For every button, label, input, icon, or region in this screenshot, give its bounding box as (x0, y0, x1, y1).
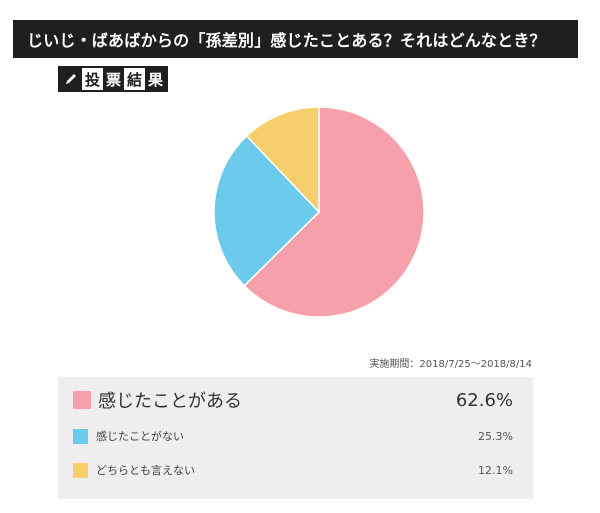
legend-item: 感じたことがない 25.3% (73, 428, 513, 444)
legend-value: 25.3% (478, 429, 513, 443)
vote-result-badge: 投 票 結 果 (58, 66, 168, 92)
page-title-text: じいじ・ばあばからの「孫差別」感じたことある？それはどんなとき？ (27, 31, 546, 50)
survey-period: 実施期間：2018/7/25〜2018/8/14 (369, 359, 532, 370)
badge-char: 票 (103, 68, 124, 90)
legend-value: 62.6% (455, 389, 513, 411)
legend-item: 感じたことがある 62.6% (73, 389, 513, 412)
pie-chart (213, 106, 425, 318)
badge-char: 結 (124, 68, 145, 90)
legend-swatch-pink (73, 391, 91, 409)
legend-item: どちらとも言えない 12.1% (73, 462, 513, 478)
pie-slice (243, 106, 425, 318)
legend-swatch-blue (73, 428, 88, 444)
pie-slice (213, 134, 321, 287)
page-title: じいじ・ばあばからの「孫差別」感じたことある？それはどんなとき？ (13, 20, 578, 58)
legend-swatch-yellow (73, 462, 88, 478)
legend-label: 感じたことがない (96, 430, 184, 443)
legend-value: 12.1% (478, 463, 513, 477)
badge-char: 投 (82, 68, 103, 90)
badge-char: 果 (145, 68, 166, 90)
pencil-icon (60, 68, 82, 90)
legend-label: どちらとも言えない (96, 464, 195, 477)
legend-label: 感じたことがある (98, 391, 242, 412)
pie-slice (245, 106, 320, 214)
legend-panel: 感じたことがある 62.6% 感じたことがない 25.3% どちらとも言えない … (58, 377, 533, 499)
